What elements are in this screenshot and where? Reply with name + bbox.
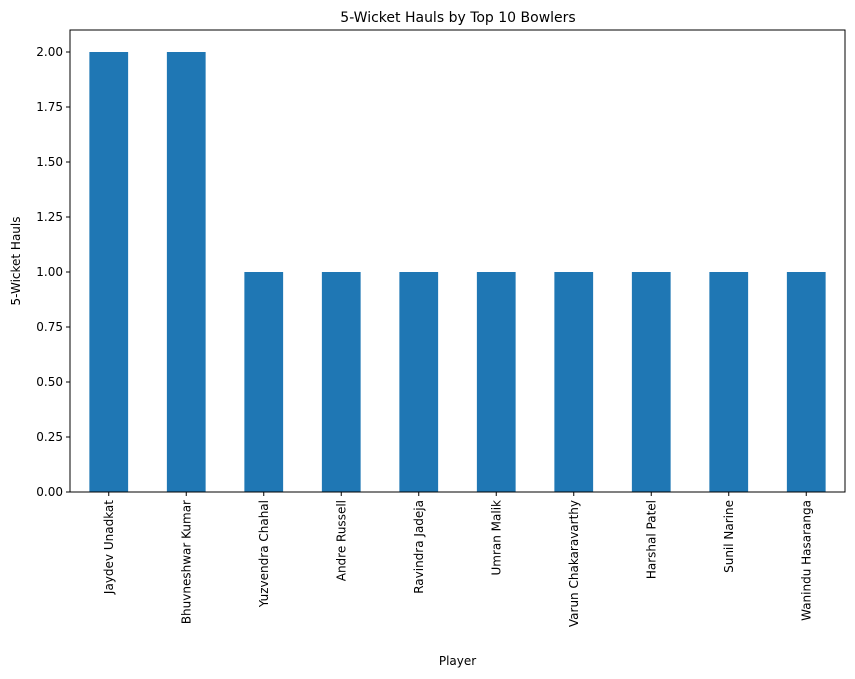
x-tick-label: Bhuvneshwar Kumar [179, 500, 193, 624]
x-tick-label: Wanindu Hasaranga [799, 500, 813, 621]
bar [709, 272, 749, 492]
y-axis-label: 5-Wicket Hauls [9, 216, 23, 305]
bar [321, 272, 361, 492]
x-tick-label: Jaydev Unadkat [102, 500, 116, 595]
y-axis-ticks: 0.00 0.25 0.50 0.75 1.00 1.25 1.50 1.75 2.00 [36, 45, 70, 499]
x-tick-label: Andre Russell [334, 500, 348, 581]
x-axis-ticks: Jaydev Unadkat Bhuvneshwar Kumar Yuzvendra… [102, 492, 813, 627]
bar [554, 272, 594, 492]
y-tick-label: 1.50 [36, 155, 63, 169]
bar [476, 272, 516, 492]
y-tick-label: 0.50 [36, 375, 63, 389]
bar [244, 272, 284, 492]
x-tick-label: Ravindra Jadeja [412, 500, 426, 594]
plot-frame [69, 29, 846, 493]
x-tick-label: Umran Malik [489, 500, 503, 576]
y-tick-label: 0.25 [36, 430, 63, 444]
y-tick-label: 2.00 [36, 45, 63, 59]
bar [166, 52, 206, 492]
x-tick-label: Sunil Narine [722, 500, 736, 573]
bar [89, 52, 129, 492]
bar [786, 272, 826, 492]
y-tick-label: 1.00 [36, 265, 63, 279]
x-tick-label: Yuzvendra Chahal [257, 500, 271, 608]
y-tick-label: 1.75 [36, 100, 63, 114]
y-tick-label: 1.25 [36, 210, 63, 224]
chart-title: 5-Wicket Hauls by Top 10 Bowlers [340, 10, 575, 26]
bars-group [89, 52, 826, 492]
y-tick-label: 0.00 [36, 485, 63, 499]
x-axis-label: Player [439, 654, 476, 668]
x-tick-label: Varun Chakaravarthy [567, 500, 581, 627]
x-tick-label: Harshal Patel [644, 500, 658, 579]
bar [631, 272, 671, 492]
y-tick-label: 0.75 [36, 320, 63, 334]
bar [399, 272, 439, 492]
